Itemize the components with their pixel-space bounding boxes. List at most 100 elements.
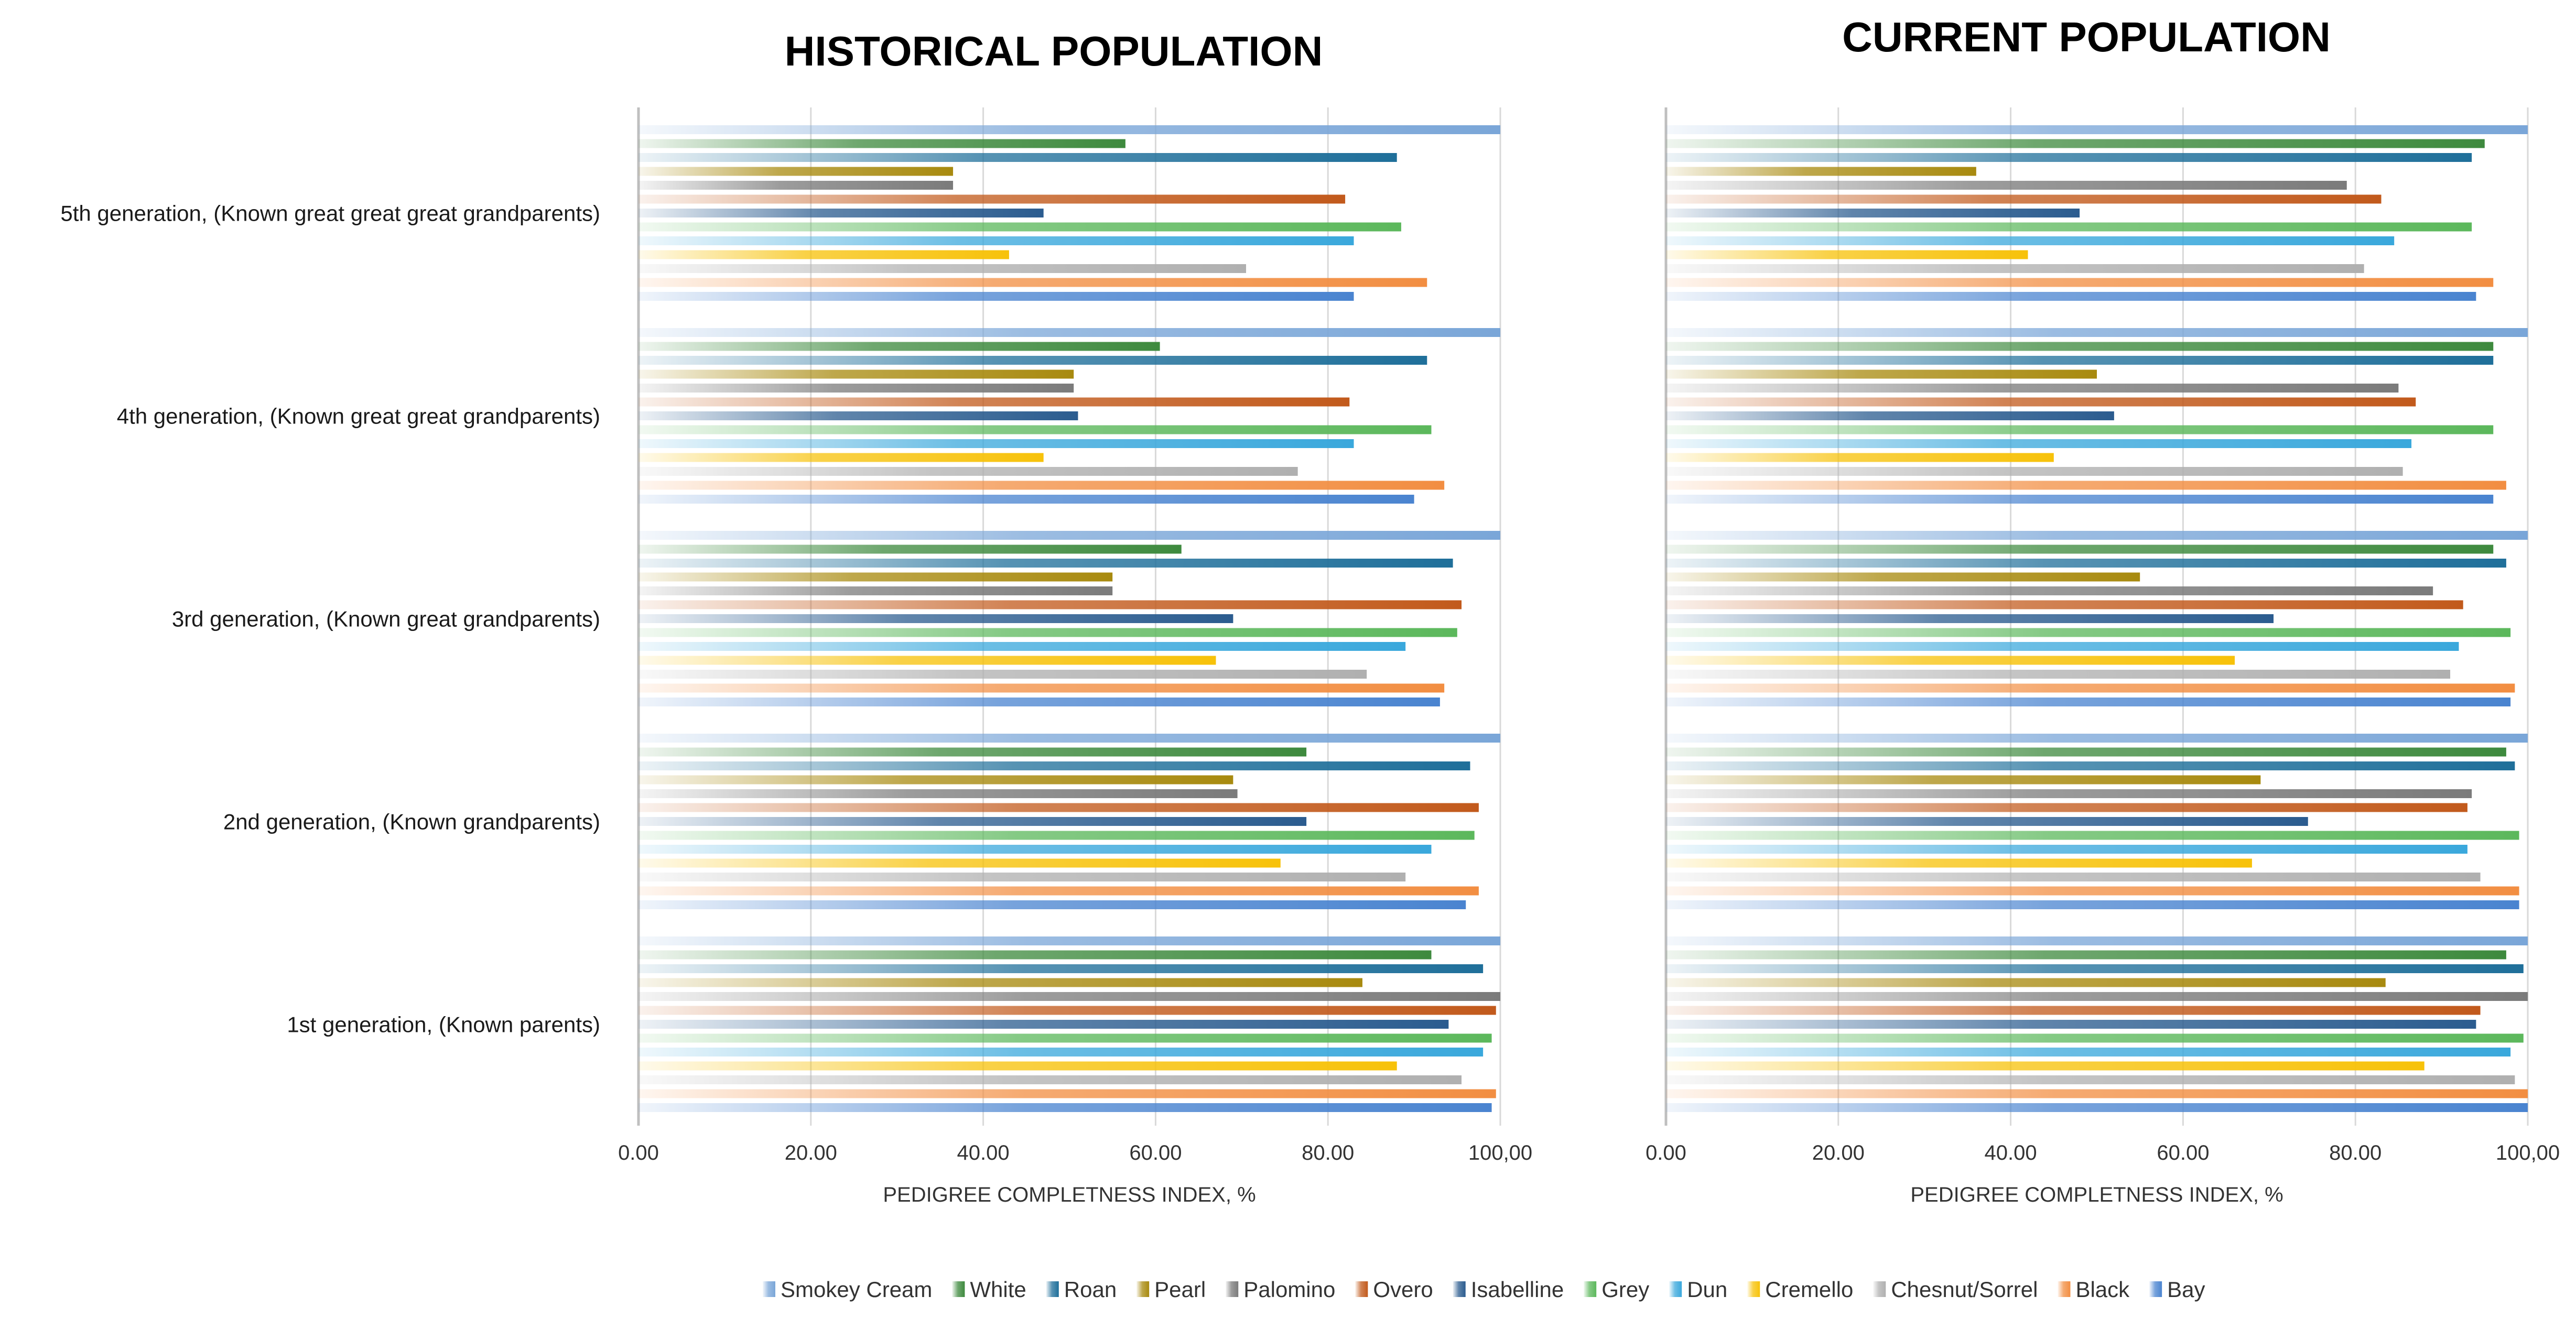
historical-bar-isabelline-gen1	[638, 1020, 1449, 1029]
legend-item-bay: Bay	[2149, 1277, 2205, 1302]
historical-bar-bay-gen4	[638, 495, 1414, 504]
historical-bar-cremello-gen1	[638, 1061, 1397, 1071]
legend-swatch-overo	[1355, 1281, 1368, 1297]
historical-bar-roan-gen1	[638, 964, 1484, 973]
current-bar-white-gen5	[1666, 139, 2485, 148]
current-bar-smokey-cream-gen5	[1666, 125, 2528, 134]
historical-bar-pearl-gen1	[638, 978, 1362, 987]
current-bar-chesnut-sorrel-gen3	[1666, 670, 2451, 679]
current-bar-bay-gen1	[1666, 1103, 2528, 1112]
current-bar-white-gen3	[1666, 544, 2494, 554]
current-bar-roan-gen1	[1666, 964, 2524, 973]
legend-item-grey: Grey	[1584, 1277, 1649, 1302]
current-bar-black-gen5	[1666, 278, 2494, 287]
current-bar-isabelline-gen2	[1666, 817, 2308, 826]
current-bar-chesnut-sorrel-gen2	[1666, 873, 2481, 881]
legend-swatch-dun	[1669, 1281, 1682, 1297]
historical-bar-overo-gen2	[638, 803, 1479, 812]
historical-bar-cremello-gen5	[638, 250, 1009, 259]
current-bar-dun-gen3	[1666, 642, 2459, 651]
current-bar-smokey-cream-gen4	[1666, 328, 2528, 337]
historical-bar-overo-gen4	[638, 397, 1350, 407]
current-bar-chesnut-sorrel-gen1	[1666, 1075, 2515, 1084]
current-x-tick-label: 0.00	[1646, 1141, 1686, 1164]
historical-bar-grey-gen1	[638, 1033, 1492, 1043]
historical-x-tick-label: 0.00	[618, 1141, 659, 1164]
legend-label-chesnut-sorrel: Chesnut/Sorrel	[1891, 1277, 2038, 1302]
historical-bar-pearl-gen3	[638, 572, 1113, 582]
legend-swatch-bay	[2149, 1281, 2162, 1297]
historical-bar-roan-gen3	[638, 559, 1453, 568]
current-bar-smokey-cream-gen2	[1666, 734, 2528, 743]
legend-label-roan: Roan	[1064, 1277, 1117, 1302]
historical-bar-isabelline-gen2	[638, 817, 1307, 826]
historical-bar-chesnut-sorrel-gen2	[638, 873, 1406, 881]
current-bar-dun-gen4	[1666, 439, 2412, 448]
historical-bar-overo-gen3	[638, 600, 1462, 609]
current-bar-pearl-gen5	[1666, 167, 1976, 176]
legend-label-isabelline: Isabelline	[1471, 1277, 1564, 1302]
current-bar-white-gen4	[1666, 342, 2494, 351]
historical-bar-roan-gen4	[638, 356, 1427, 365]
current-x-tick-label: 40.00	[1985, 1141, 2037, 1164]
current-bar-chesnut-sorrel-gen4	[1666, 467, 2403, 476]
historical-bar-dun-gen5	[638, 236, 1354, 245]
current-bar-palomino-gen3	[1666, 586, 2433, 595]
current-x-tick-label: 80.00	[2329, 1141, 2382, 1164]
current-bar-black-gen1	[1666, 1089, 2528, 1098]
historical-bar-palomino-gen2	[638, 789, 1238, 798]
historical-bar-dun-gen2	[638, 845, 1432, 854]
current-bar-isabelline-gen1	[1666, 1020, 2476, 1029]
current-bar-cremello-gen1	[1666, 1061, 2425, 1071]
legend-item-isabelline: Isabelline	[1453, 1277, 1564, 1302]
current-bar-roan-gen5	[1666, 153, 2472, 162]
current-bar-overo-gen1	[1666, 1006, 2481, 1015]
current-bar-isabelline-gen5	[1666, 209, 2080, 217]
historical-bar-chesnut-sorrel-gen5	[638, 264, 1247, 273]
legend-swatch-pearl	[1137, 1281, 1150, 1297]
historical-bar-cremello-gen3	[638, 656, 1216, 665]
current-bar-black-gen2	[1666, 886, 2519, 896]
current-bar-pearl-gen2	[1666, 775, 2261, 785]
historical-bar-overo-gen5	[638, 194, 1346, 204]
current-bar-grey-gen2	[1666, 831, 2519, 840]
historical-bar-roan-gen2	[638, 761, 1470, 770]
historical-bar-dun-gen4	[638, 439, 1354, 448]
legend-item-palomino: Palomino	[1226, 1277, 1335, 1302]
historical-bar-chesnut-sorrel-gen1	[638, 1075, 1462, 1084]
current-bar-overo-gen2	[1666, 803, 2467, 812]
historical-bar-pearl-gen5	[638, 167, 954, 176]
historical-bar-bay-gen2	[638, 900, 1466, 909]
historical-bar-white-gen3	[638, 544, 1182, 554]
current-bar-cremello-gen5	[1666, 250, 2028, 259]
current-bar-roan-gen4	[1666, 356, 2494, 365]
current-title: CURRENT POPULATION	[1842, 14, 2331, 60]
historical-bar-chesnut-sorrel-gen3	[638, 670, 1367, 679]
historical-bar-bay-gen3	[638, 698, 1440, 706]
legend: Smokey Cream White Roan Pearl Palomino Overo I…	[763, 1277, 2205, 1302]
current-bar-smokey-cream-gen1	[1666, 936, 2528, 945]
current-bar-roan-gen3	[1666, 559, 2506, 568]
current-bar-cremello-gen4	[1666, 453, 2054, 462]
historical-bar-isabelline-gen3	[638, 614, 1233, 623]
legend-label-bay: Bay	[2167, 1277, 2205, 1302]
historical-bar-smokey-cream-gen3	[638, 531, 1500, 540]
current-bar-black-gen3	[1666, 683, 2515, 693]
historical-panel: HISTORICAL POPULATION 0.00 20.00 40.00 60.00…	[60, 28, 1532, 1206]
legend-swatch-palomino	[1226, 1281, 1239, 1297]
historical-bar-white-gen4	[638, 342, 1160, 351]
historical-bar-pearl-gen4	[638, 369, 1074, 379]
historical-bar-white-gen1	[638, 950, 1432, 960]
legend-item-roan: Roan	[1046, 1277, 1117, 1302]
current-panel: CURRENT POPULATION 0.00 20.00 40.00 60.00 80.…	[1646, 14, 2560, 1206]
legend-label-white: White	[970, 1277, 1026, 1302]
current-bar-overo-gen3	[1666, 600, 2463, 609]
legend-swatch-black	[2058, 1281, 2071, 1297]
legend-swatch-cremello	[1747, 1281, 1760, 1297]
legend-swatch-white	[952, 1281, 965, 1297]
historical-bar-grey-gen3	[638, 628, 1457, 637]
historical-bar-palomino-gen5	[638, 181, 954, 190]
category-label-gen5: 5th generation, (Known great great great…	[60, 201, 600, 226]
legend-label-cremello: Cremello	[1765, 1277, 1853, 1302]
